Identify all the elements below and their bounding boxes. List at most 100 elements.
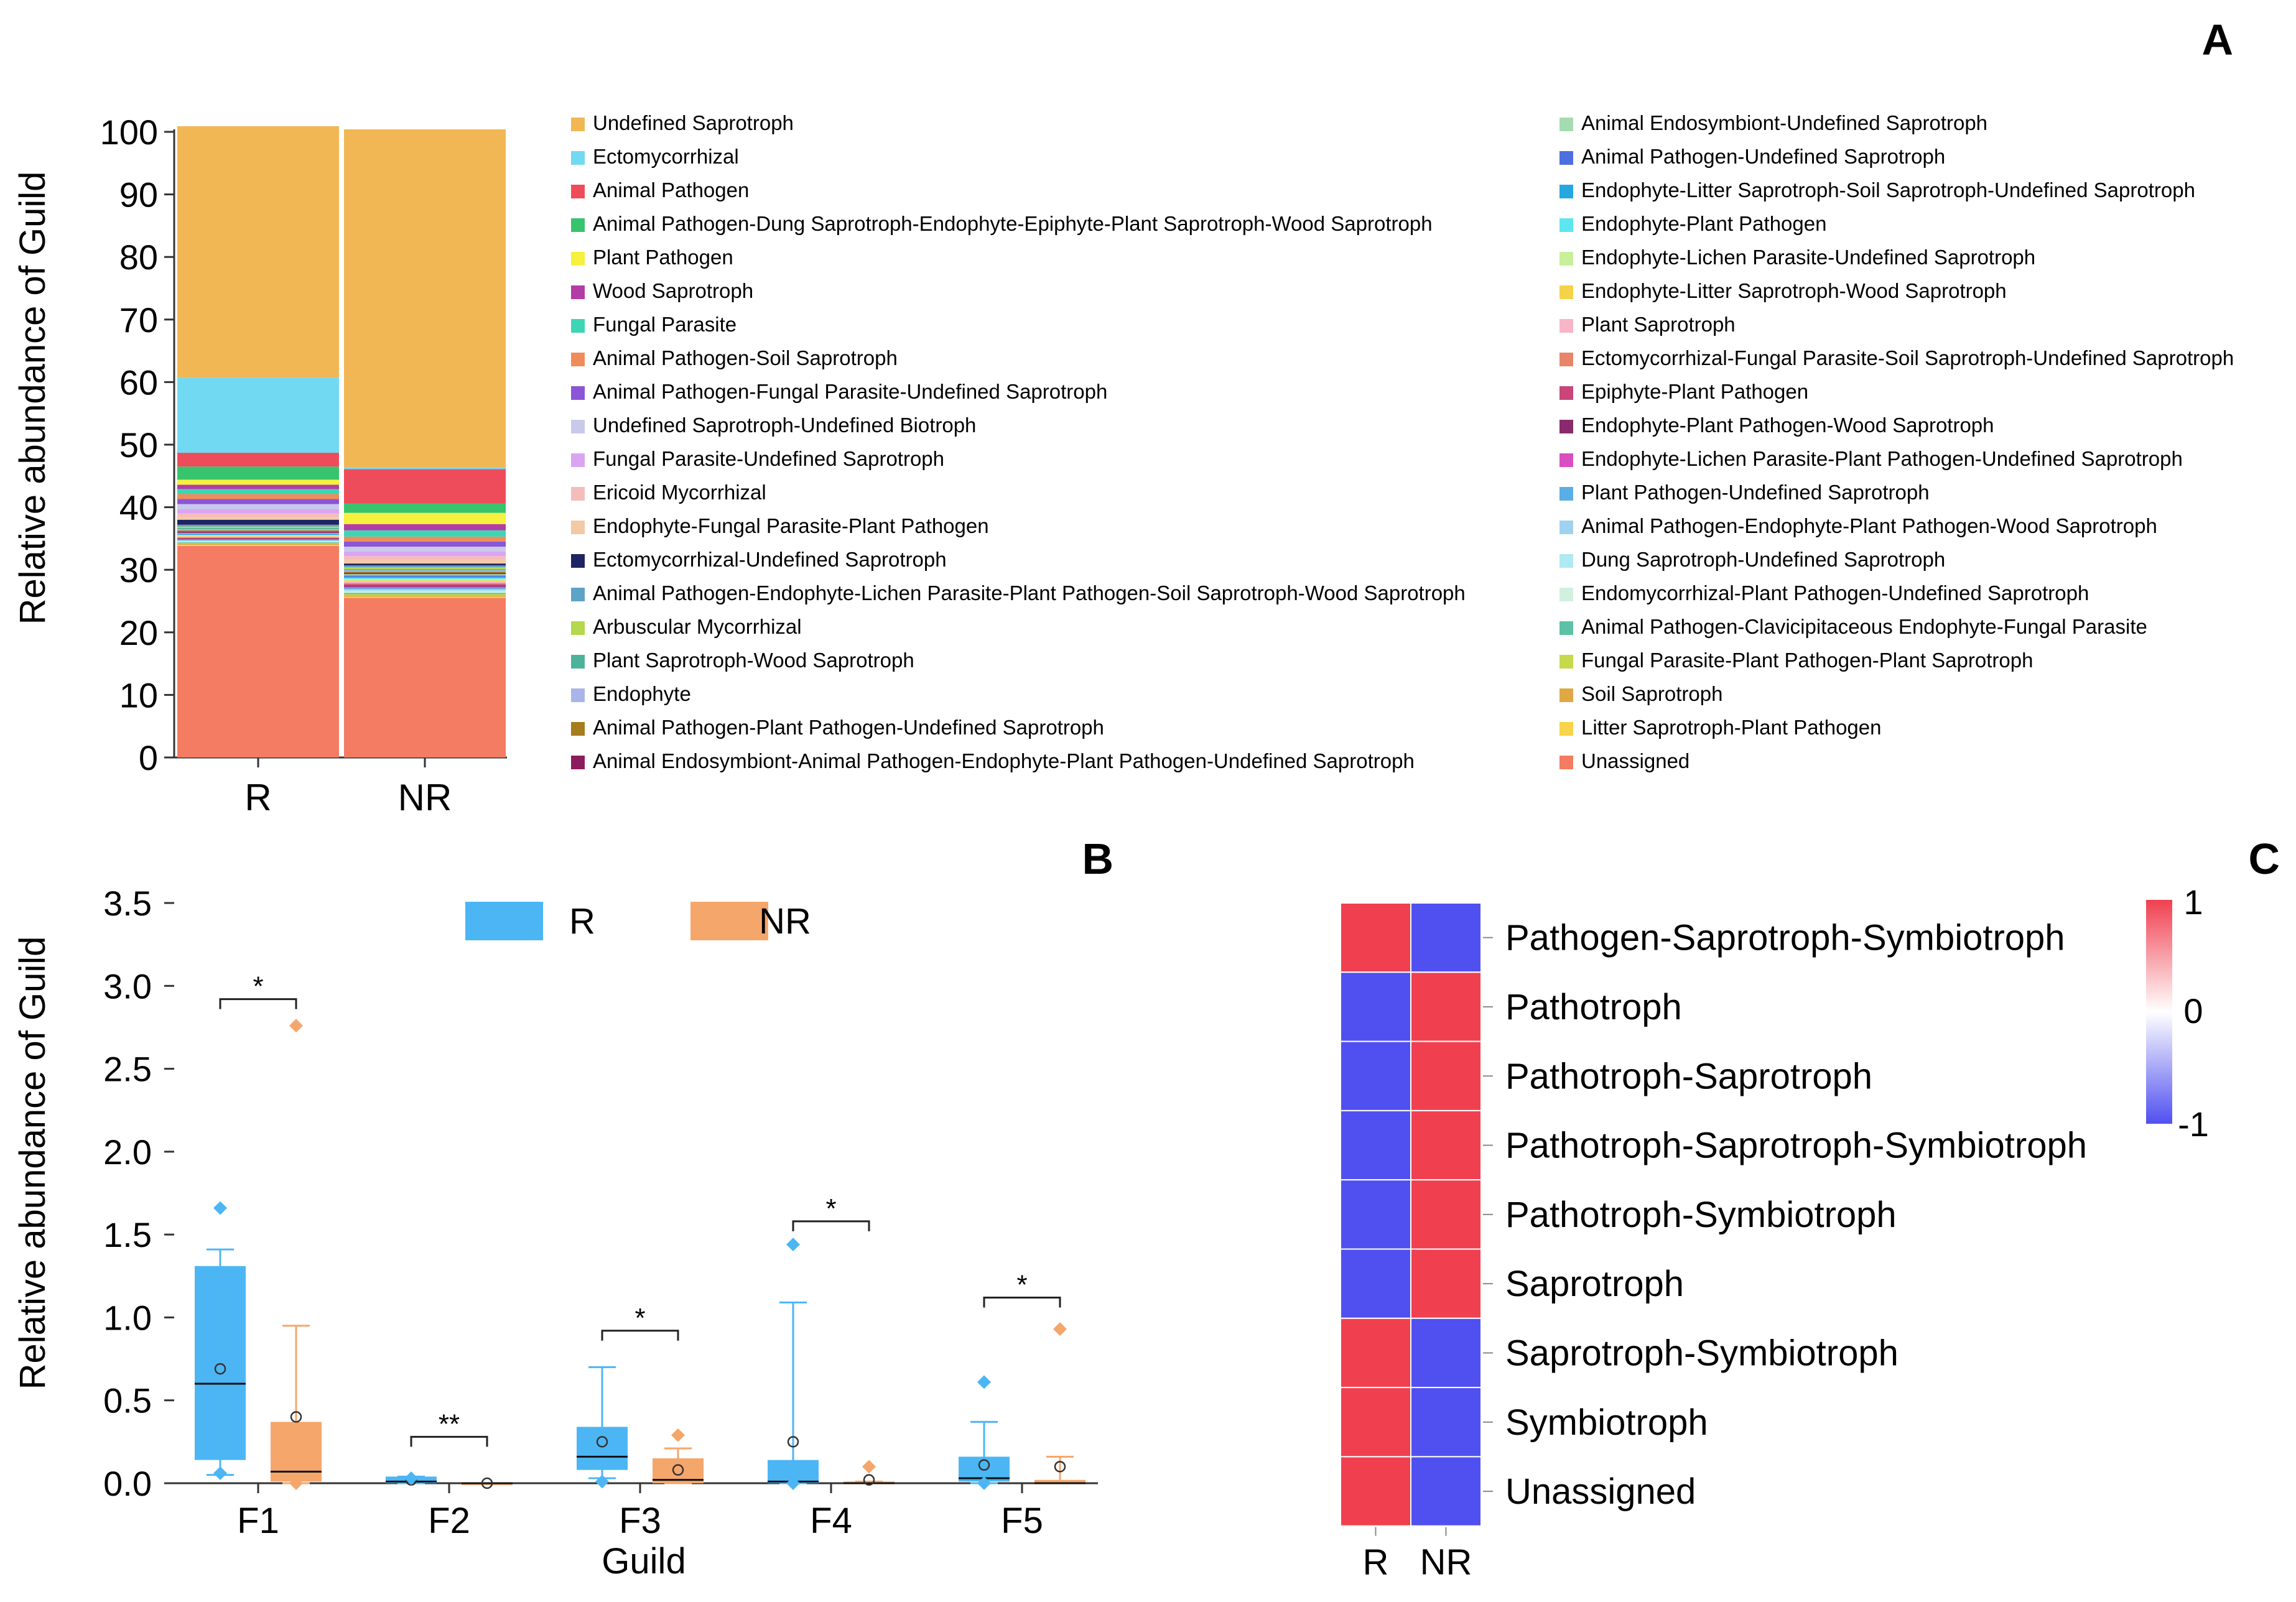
bar-segment-r-animal-pathogen-soil-saprotroph [177, 494, 339, 499]
bar-segment-r-wood-saprotroph [177, 484, 339, 489]
significance-f5: * [983, 1269, 1061, 1308]
outlier-point [671, 1428, 685, 1442]
heatmap-row-label: Pathotroph-Saprotroph-Symbiotroph [1505, 1126, 2087, 1166]
legend-item-dung-saprotroph-undefined-saprotroph: Dung Saprotroph-Undefined Saprotroph [1559, 548, 1945, 571]
bar-segment-r-endophyte [177, 529, 339, 530]
legend-label: Endophyte-Litter Saprotroph-Soil Saprotr… [1581, 178, 2195, 201]
bar-segment-nr-animal-pathogen-fungal-parasite-undefined-saprotroph [344, 541, 506, 547]
legend-item-r: R [465, 901, 595, 942]
mean-marker [1054, 1461, 1066, 1473]
legend-swatch [571, 756, 585, 769]
bar-segment-r-arbuscular-mycorrhizal [177, 526, 339, 528]
box-body [271, 1422, 322, 1482]
legend-item-animal-pathogen-endophyte-plant-pathogen-wood-saprotroph: Animal Pathogen-Endophyte-Plant Pathogen… [1559, 514, 2157, 537]
legend-label: R [569, 901, 595, 942]
panel-b-y-axis-label: Relative abundance of Guild [12, 937, 53, 1390]
legend-label: Animal Pathogen-Fungal Parasite-Undefine… [593, 380, 1107, 403]
legend-swatch [571, 453, 585, 467]
legend-item-endophyte: Endophyte [571, 682, 691, 705]
legend-label: Endophyte-Litter Saprotroph-Wood Saprotr… [1581, 279, 2007, 302]
panel-a-y-tick-label: 100 [100, 113, 158, 152]
colorbar-gradient [2146, 900, 2172, 1124]
heatmap-row-label: Saprotroph-Symbiotroph [1505, 1333, 1899, 1373]
panel-a-bars [177, 126, 506, 757]
bar-segment-r-undefined-saprotroph-undefined-biotroph [177, 504, 339, 509]
legend-item-endophyte-litter-saprotroph-soil-saprotroph-undefined-saprotroph: Endophyte-Litter Saprotroph-Soil Saprotr… [1559, 178, 2195, 201]
legend-item-plant-pathogen: Plant Pathogen [571, 246, 733, 269]
heatmap-cell-symbiotroph-nr [1410, 1387, 1482, 1458]
panel-c-heatmap: C Pathogen-Saprotroph-Symbiotroph Pathotr… [1340, 835, 2280, 1583]
bar-segment-nr-ericoid-mycorrhizal [344, 556, 506, 560]
legend-label: Wood Saprotroph [593, 279, 753, 302]
bar-segment-r-soil-saprotroph [177, 543, 339, 545]
bar-segment-nr-dung-saprotroph-undefined-saprotroph [344, 590, 506, 592]
panel-b-y-tick-label: 3.5 [103, 884, 152, 923]
legend-swatch [1559, 151, 1573, 165]
panel-b-x-tick-label: F5 [1001, 1501, 1043, 1541]
legend-label: Endophyte-Lichen Parasite-Plant Pathogen… [1581, 447, 2183, 470]
bar-segment-nr-plant-saprotroph [344, 581, 506, 583]
legend-label: Plant Saprotroph-Wood Saprotroph [593, 649, 914, 672]
legend-label: Endophyte-Lichen Parasite-Undefined Sapr… [1581, 246, 2035, 269]
panel-a-x-tick-label: NR [398, 777, 452, 818]
legend-label: NR [759, 901, 811, 942]
legend-item-endophyte-plant-pathogen-wood-saprotroph: Endophyte-Plant Pathogen-Wood Saprotroph [1559, 414, 1994, 437]
bar-segment-r-ectomycorrhizal [177, 377, 339, 453]
legend-swatch [690, 902, 768, 940]
panel-a-y-tick-label: 60 [119, 363, 158, 402]
colorbar-tick-label: -1 [2178, 1104, 2209, 1144]
legend-label: Animal Pathogen-Undefined Saprotroph [1581, 145, 1945, 168]
bar-segment-nr-undefined-saprotroph [344, 129, 506, 468]
panel-b-x-tick-label: F1 [237, 1501, 279, 1541]
legend-swatch [1559, 621, 1573, 635]
legend-label: Ericoid Mycorrhizal [593, 481, 766, 504]
bar-segment-nr-endophyte-plant-pathogen-wood-saprotroph [344, 585, 506, 587]
legend-swatch [1559, 252, 1573, 266]
bar-segment-r-dung-saprotroph-undefined-saprotroph [177, 540, 339, 542]
legend-label: Epiphyte-Plant Pathogen [1581, 380, 1808, 403]
panel-b-significance-markers: ****** [219, 971, 1061, 1447]
panel-a-y-tick-label: 10 [119, 675, 158, 715]
heatmap-cell-symbiotroph-r [1340, 1387, 1411, 1458]
legend-swatch [1559, 319, 1573, 333]
bar-segment-nr-epiphyte-plant-pathogen [344, 584, 506, 586]
heatmap-col-label: R [1363, 1542, 1389, 1583]
bar-segment-nr-fungal-parasite [344, 530, 506, 537]
mean-marker [290, 1411, 302, 1423]
legend-label: Arbuscular Mycorrhizal [593, 615, 802, 638]
bar-segment-nr-animal-pathogen-plant-pathogen-undefined-saprotroph [344, 572, 506, 573]
legend-swatch [1559, 588, 1573, 601]
bar-segment-r-ectomycorrhizal-undefined-saprotroph [177, 519, 339, 525]
bar-segment-nr-endophyte-lichen-parasite-undefined-saprotroph [344, 579, 506, 581]
legend-swatch [571, 655, 585, 669]
legend-label: Endophyte-Plant Pathogen-Wood Saprotroph [1581, 414, 1994, 437]
legend-swatch [1559, 487, 1573, 501]
legend-swatch [571, 218, 585, 232]
significance-label: * [1016, 1269, 1027, 1300]
heatmap-row-label: Unassigned [1505, 1471, 1696, 1512]
legend-item-endophyte-plant-pathogen: Endophyte-Plant Pathogen [1559, 212, 1826, 235]
legend-label: Animal Pathogen-Plant Pathogen-Undefined… [593, 716, 1104, 739]
legend-item-animal-pathogen-soil-saprotroph: Animal Pathogen-Soil Saprotroph [571, 346, 898, 369]
panel-b-y-tick-label: 0.0 [103, 1464, 152, 1503]
legend-swatch [571, 185, 585, 198]
significance-label: ** [439, 1409, 460, 1439]
bar-segment-r-undefined-saprotroph [177, 126, 339, 378]
box-f3-nr [653, 1428, 704, 1484]
legend-item-ericoid-mycorrhizal: Ericoid Mycorrhizal [571, 481, 766, 504]
legend-swatch [571, 118, 585, 131]
legend-label: Ectomycorrhizal-Undefined Saprotroph [593, 548, 947, 571]
bar-segment-r-animal-endosymbiont-animal-pathogen-endophyte-plant-pathogen-undefined-saprotroph [177, 531, 339, 533]
bar-segment-r-unassigned [177, 545, 339, 757]
legend-item-fungal-parasite-undefined-saprotroph: Fungal Parasite-Undefined Saprotroph [571, 447, 944, 470]
box-f2-r [386, 1471, 437, 1486]
legend-swatch [571, 252, 585, 266]
heatmap-row-label: Pathotroph-Saprotroph [1505, 1056, 1872, 1096]
colorbar-tick-label: 1 [2183, 882, 2203, 922]
legend-item-endophyte-lichen-parasite-undefined-saprotroph: Endophyte-Lichen Parasite-Undefined Sapr… [1559, 246, 2035, 269]
outlier-point [862, 1460, 876, 1474]
box-body [577, 1427, 628, 1470]
heatmap-row-label: Pathotroph [1505, 987, 1682, 1027]
heatmap-cell-pathotroph-nr [1410, 971, 1482, 1042]
bar-segment-nr-animal-pathogen-endophyte-lichen-parasite-plant-pathogen-soil-saprotroph-wood-saprotroph [344, 565, 506, 568]
